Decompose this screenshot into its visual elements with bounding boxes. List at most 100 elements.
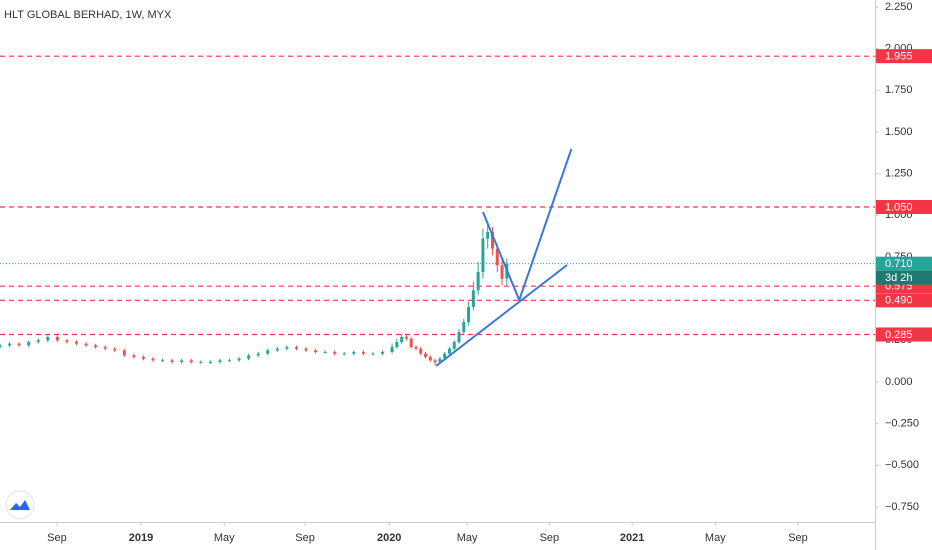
y-tick-label: 1.750 xyxy=(885,84,913,96)
candle-body xyxy=(438,358,442,362)
candle-body xyxy=(170,360,174,362)
candle-body xyxy=(199,362,203,363)
candle-body xyxy=(151,358,155,361)
candle-body xyxy=(419,348,423,354)
level-label-box xyxy=(876,200,932,214)
candle-body xyxy=(94,345,98,347)
candle-body xyxy=(304,348,308,351)
logo[interactable] xyxy=(5,490,35,520)
x-tick-label: Sep xyxy=(788,532,808,544)
candle-body xyxy=(294,347,298,349)
level-label: 1.955 xyxy=(885,51,913,63)
candle-body xyxy=(17,343,21,346)
candle-body xyxy=(462,322,466,332)
candle-body xyxy=(457,332,461,342)
candle-body xyxy=(65,340,69,342)
candle-body xyxy=(247,355,251,359)
x-tick-label: 2020 xyxy=(377,532,401,544)
candle-body xyxy=(256,353,260,356)
x-tick-label: May xyxy=(457,532,478,544)
candle-body xyxy=(428,357,432,361)
candle-body xyxy=(433,360,437,362)
last-price-label-box xyxy=(876,256,932,271)
y-tick-label: 1.250 xyxy=(885,168,913,180)
candle-body xyxy=(404,337,408,339)
candle-body xyxy=(400,337,404,342)
y-tick-label: −0.750 xyxy=(885,501,919,513)
candle-body xyxy=(342,353,346,355)
candle-body xyxy=(352,352,356,354)
last-price-label: 0.710 xyxy=(885,258,913,270)
candle-body xyxy=(414,347,418,349)
candle-body xyxy=(424,353,428,357)
candle-body xyxy=(180,360,184,362)
candle-body xyxy=(443,353,447,359)
candle-body xyxy=(495,248,499,266)
candle-body xyxy=(275,348,279,351)
candle-body xyxy=(141,357,145,359)
y-tick-label: 0.000 xyxy=(885,376,913,388)
candle-body xyxy=(27,342,31,346)
trend-line xyxy=(435,264,568,367)
candle-body xyxy=(0,345,2,347)
candle-body xyxy=(237,358,241,361)
candle-body xyxy=(113,348,117,351)
level-label-box xyxy=(876,293,932,308)
candle-body xyxy=(371,353,375,355)
candle-body xyxy=(8,343,12,346)
candle-body xyxy=(36,340,40,342)
candle-body xyxy=(208,362,212,363)
level-label: 0.490 xyxy=(885,295,913,307)
candle-body xyxy=(323,352,327,353)
level-label-box xyxy=(876,49,932,64)
candle-body xyxy=(75,342,79,344)
x-tick-label: May xyxy=(705,532,726,544)
candle-body xyxy=(361,352,365,354)
candle-body xyxy=(476,272,480,291)
candle-body xyxy=(486,232,490,239)
logo-circle[interactable] xyxy=(5,490,35,520)
candle-body xyxy=(490,232,494,249)
candle-body xyxy=(161,360,165,362)
countdown-box xyxy=(876,270,932,285)
candle-body xyxy=(471,290,475,307)
level-label-box xyxy=(876,327,932,342)
x-tick-label: Sep xyxy=(295,532,315,544)
logo-icon[interactable] xyxy=(10,500,30,510)
candle-body xyxy=(452,342,456,349)
candle-body xyxy=(381,352,385,354)
trend-line xyxy=(481,148,573,303)
candle-body xyxy=(481,238,485,272)
y-tick-label: −0.250 xyxy=(885,418,919,430)
candle-body xyxy=(228,360,232,362)
candle-body xyxy=(55,337,59,341)
candle-body xyxy=(409,338,413,347)
candle-body xyxy=(285,347,289,349)
candle-body xyxy=(314,350,318,352)
x-tick-label: May xyxy=(214,532,235,544)
y-tick-label: −0.500 xyxy=(885,459,919,471)
candle-body xyxy=(266,350,270,354)
candle-body xyxy=(46,337,50,341)
x-tick-label: Sep xyxy=(47,532,67,544)
y-tick-label: 2.250 xyxy=(885,1,913,13)
candle-body xyxy=(447,348,451,354)
candle-body xyxy=(218,360,222,362)
chart-title: HLT GLOBAL BERHAD, 1W, MYX xyxy=(4,9,172,21)
candle-body xyxy=(395,342,399,347)
candle-body xyxy=(390,347,394,352)
candle-body xyxy=(132,355,136,357)
x-tick-label: 2019 xyxy=(129,532,153,544)
candle-body xyxy=(333,352,337,354)
levels xyxy=(0,55,875,336)
y-tick-label: 1.500 xyxy=(885,126,913,138)
candle-body xyxy=(84,343,88,346)
candle-body xyxy=(122,350,126,356)
countdown-label: 3d 2h xyxy=(885,272,913,284)
x-tick-label: 2021 xyxy=(620,532,644,544)
candle-body xyxy=(500,265,504,279)
level-label: 1.050 xyxy=(885,201,913,213)
level-label: 0.285 xyxy=(885,329,913,341)
